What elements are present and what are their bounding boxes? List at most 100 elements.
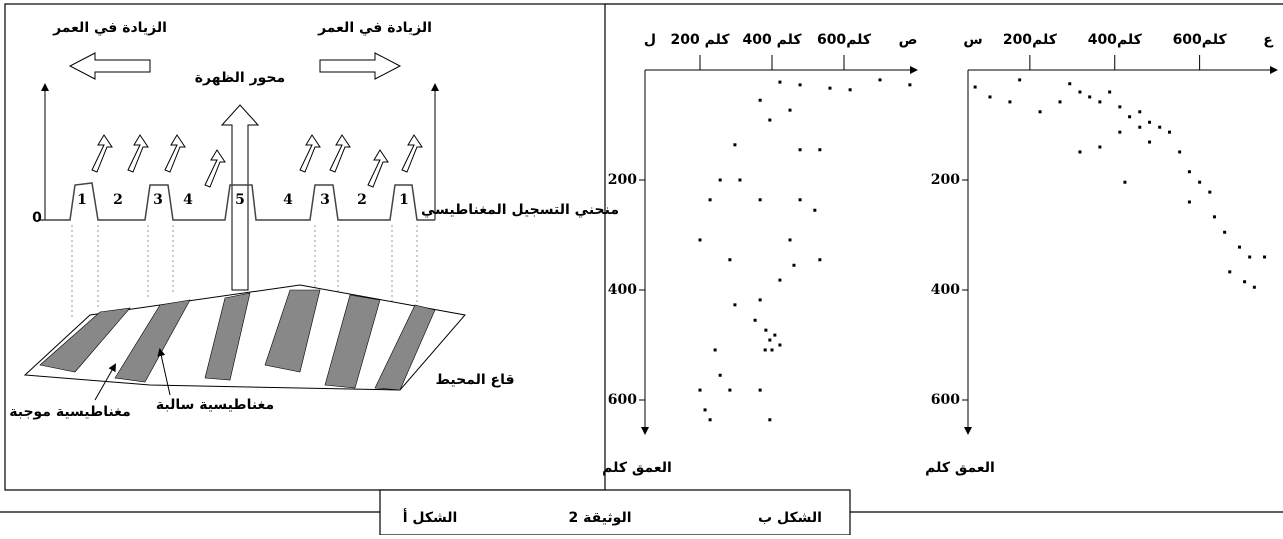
point xyxy=(799,83,802,86)
point xyxy=(771,348,774,351)
point xyxy=(1123,181,1126,184)
zero-label: 0 xyxy=(32,210,42,226)
point xyxy=(759,198,762,201)
point xyxy=(754,319,757,322)
point xyxy=(1068,82,1071,85)
arrow-right xyxy=(320,53,400,79)
band-number: 3 xyxy=(320,192,330,208)
x-tick-label: 600كلم xyxy=(817,32,872,48)
point xyxy=(778,344,781,347)
band-number: 4 xyxy=(283,192,293,208)
origin-label: ل xyxy=(644,32,656,48)
x-tick-label: 400 كلم xyxy=(743,32,803,48)
origin-label: س xyxy=(963,32,982,48)
point xyxy=(1008,100,1011,103)
point xyxy=(1078,91,1081,94)
y-tick-label: 400 xyxy=(608,282,637,298)
point xyxy=(1018,78,1021,81)
point xyxy=(799,198,802,201)
age-label: الزيادة في العمر xyxy=(52,20,167,36)
point xyxy=(818,148,821,151)
band-number: 1 xyxy=(399,192,409,208)
point xyxy=(764,329,767,332)
ridge-label: محور الظهرة xyxy=(195,70,285,86)
y-tick-label: 600 xyxy=(608,392,637,408)
point xyxy=(1188,201,1191,204)
positive-label: مغناطيسية موجبة xyxy=(9,404,131,420)
point xyxy=(1138,110,1141,113)
point xyxy=(733,143,736,146)
x-tick-label: 400كلم xyxy=(1088,32,1143,48)
point xyxy=(792,264,795,267)
band-number: 1 xyxy=(77,192,87,208)
point xyxy=(1098,146,1101,149)
point xyxy=(789,109,792,112)
floor-label: قاع المحيط xyxy=(435,372,514,388)
point xyxy=(759,389,762,392)
point xyxy=(759,298,762,301)
band-number: 2 xyxy=(113,192,123,208)
point xyxy=(719,374,722,377)
point xyxy=(1213,215,1216,218)
point xyxy=(1118,131,1121,134)
point xyxy=(1039,110,1042,113)
frames xyxy=(0,4,1283,535)
point xyxy=(1178,150,1181,153)
point xyxy=(728,389,731,392)
age-label: الزيادة في العمر xyxy=(317,20,432,36)
point xyxy=(728,258,731,261)
point xyxy=(1108,91,1111,94)
point xyxy=(709,418,712,421)
band-number: 4 xyxy=(183,192,193,208)
x-end-label: ع xyxy=(1263,32,1274,48)
point xyxy=(1198,181,1201,184)
y-axis-label: العمق كلم xyxy=(602,460,672,476)
point xyxy=(1128,115,1131,118)
point xyxy=(1138,126,1141,129)
point xyxy=(974,86,977,89)
point xyxy=(1188,170,1191,173)
point xyxy=(714,348,717,351)
point xyxy=(719,179,722,182)
point xyxy=(1238,246,1241,249)
point xyxy=(1078,150,1081,153)
page: الزيادة في العمر الزيادة في العمر محور ا… xyxy=(0,0,1283,539)
point xyxy=(988,95,991,98)
point xyxy=(733,303,736,306)
band-number: 3 xyxy=(153,192,163,208)
point xyxy=(704,408,707,411)
small-arrows xyxy=(92,135,422,187)
point xyxy=(778,279,781,282)
x-end-label: ص xyxy=(899,32,918,48)
point xyxy=(1148,121,1151,124)
arrow-left xyxy=(70,53,150,79)
point xyxy=(1223,231,1226,234)
y-tick-label: 400 xyxy=(931,282,960,298)
x-tick-label: 200 كلم xyxy=(671,32,731,48)
point xyxy=(1059,100,1062,103)
point xyxy=(1253,286,1256,289)
y-tick-label: 200 xyxy=(608,172,637,188)
point xyxy=(773,334,776,337)
curve-label: منحني التسجيل المغناطيسي xyxy=(421,202,619,218)
x-tick-label: 200كلم xyxy=(1003,32,1058,48)
point xyxy=(818,258,821,261)
point xyxy=(764,348,767,351)
point xyxy=(768,339,771,342)
negative-label: مغناطيسية سالبة xyxy=(156,397,274,413)
caption-label: الوثيقة 2 xyxy=(569,510,632,526)
caption-label: الشكل ب xyxy=(758,510,822,526)
point xyxy=(1208,191,1211,194)
point xyxy=(1248,256,1251,259)
point xyxy=(1148,141,1151,144)
point xyxy=(828,87,831,90)
point xyxy=(1118,105,1121,108)
x-tick-label: 600كلم xyxy=(1173,32,1228,48)
band-number: 2 xyxy=(357,192,367,208)
point xyxy=(1228,270,1231,273)
point xyxy=(699,238,702,241)
point xyxy=(849,88,852,91)
point xyxy=(799,148,802,151)
point xyxy=(1088,95,1091,98)
point xyxy=(778,81,781,84)
